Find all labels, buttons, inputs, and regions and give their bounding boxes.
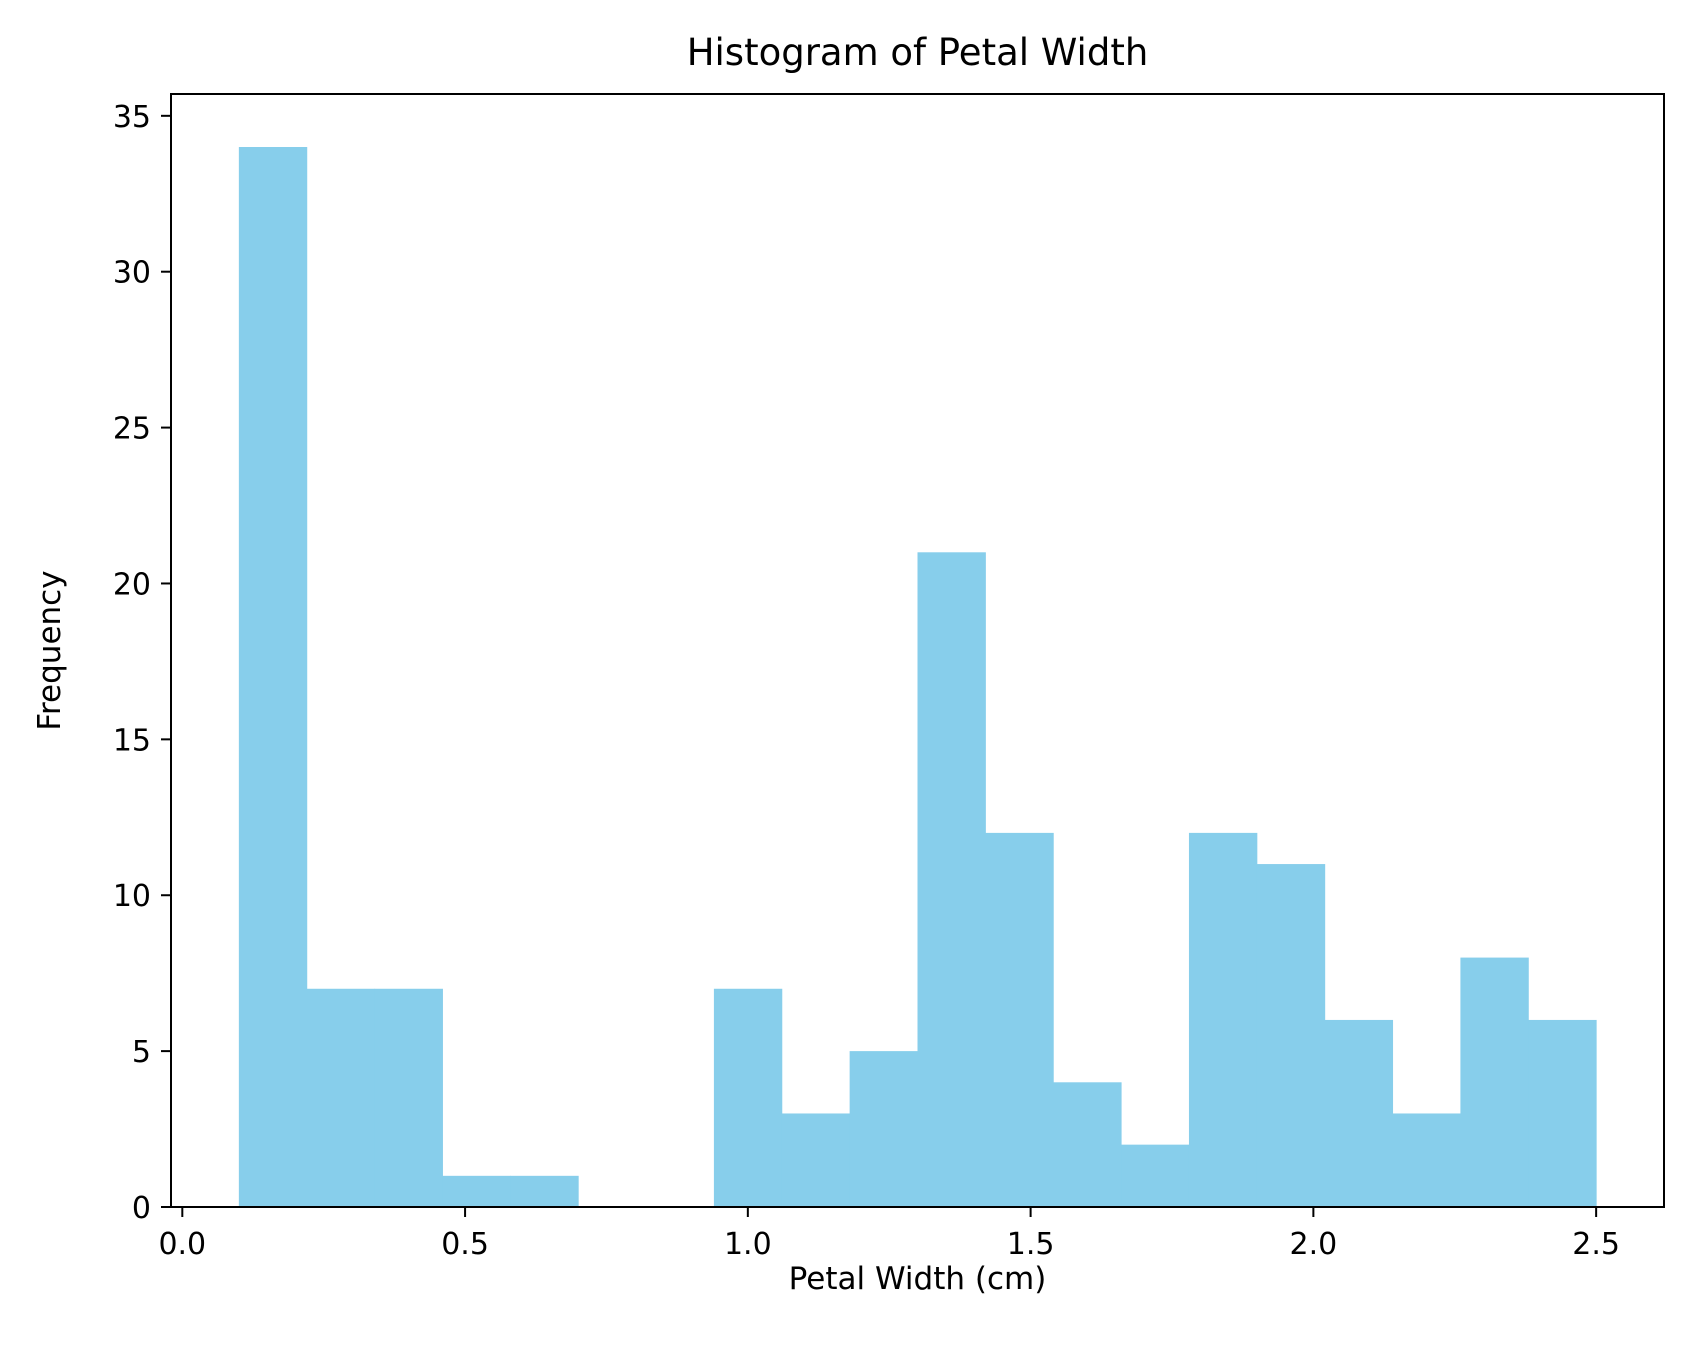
x-tick-label: 2.5 xyxy=(1572,1227,1620,1262)
y-tick-label: 30 xyxy=(113,256,151,291)
histogram-bar xyxy=(374,988,443,1207)
y-tick-label: 25 xyxy=(113,412,151,447)
histogram-bar xyxy=(849,1051,918,1207)
histogram-bar xyxy=(713,988,783,1207)
bars-layer xyxy=(238,147,1597,1207)
x-axis-label: Petal Width (cm) xyxy=(789,1261,1047,1297)
histogram-bar xyxy=(1188,832,1258,1207)
axes-layer xyxy=(170,93,1665,1208)
histogram-bar xyxy=(1256,864,1326,1207)
x-tick-label: 0.5 xyxy=(441,1227,489,1262)
x-tick-label: 0.0 xyxy=(158,1227,206,1262)
chart-title: Histogram of Petal Width xyxy=(687,31,1149,74)
x-tick-label: 1.5 xyxy=(1007,1227,1055,1262)
histogram-bar xyxy=(1392,1113,1461,1207)
histogram-bar xyxy=(1528,1019,1597,1207)
histogram-bar xyxy=(985,832,1054,1207)
y-tick-label: 5 xyxy=(132,1035,151,1070)
histogram-bar xyxy=(238,147,308,1207)
x-tick-label: 1.0 xyxy=(724,1227,772,1262)
histogram-bar xyxy=(1324,1019,1394,1207)
histogram-bar xyxy=(1121,1144,1190,1207)
histogram-bar xyxy=(306,988,376,1207)
plot-frame xyxy=(170,93,1665,1208)
y-tick-label: 15 xyxy=(113,723,151,758)
histogram-bar xyxy=(442,1175,511,1207)
y-tick-label: 0 xyxy=(132,1191,151,1226)
y-tick-label: 35 xyxy=(113,100,151,135)
y-tick-label: 10 xyxy=(113,879,151,914)
y-axis-label: Frequency xyxy=(32,570,68,730)
histogram-bar xyxy=(1053,1082,1122,1207)
x-axis-ticks: 0.0 0.5 1.0 1.5 2.0 2.5 xyxy=(158,1207,1620,1262)
x-tick-label: 2.0 xyxy=(1290,1227,1338,1262)
y-tick-label: 20 xyxy=(113,567,151,602)
histogram-bar xyxy=(1460,957,1529,1207)
histogram-bar xyxy=(917,552,986,1207)
histogram-bar xyxy=(781,1113,851,1207)
histogram-bar xyxy=(510,1175,579,1207)
y-axis-ticks: 0 5 10 15 20 25 30 35 xyxy=(113,100,171,1226)
